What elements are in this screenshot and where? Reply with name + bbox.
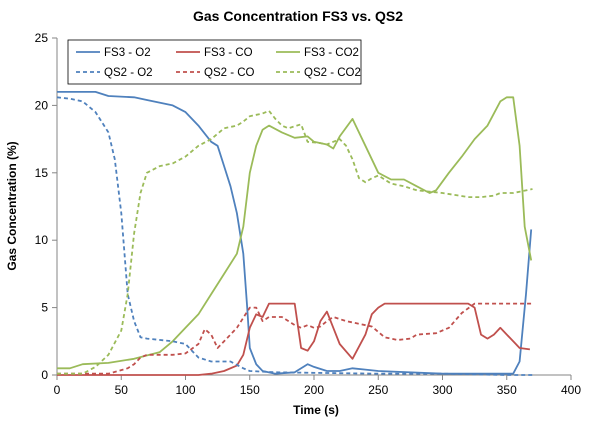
series-line-qs2-co2 bbox=[57, 109, 533, 375]
chart-title: Gas Concentration FS3 vs. QS2 bbox=[193, 8, 403, 24]
y-axis-title: Gas Concentration (%) bbox=[5, 141, 19, 270]
series-lines bbox=[56, 91, 533, 376]
y-tick-label: 25 bbox=[35, 31, 49, 45]
x-tick-label: 50 bbox=[115, 383, 129, 397]
y-tick-label: 0 bbox=[41, 368, 48, 382]
series-line-qs2-o2 bbox=[56, 96, 533, 376]
y-tick-label: 15 bbox=[35, 166, 49, 180]
legend-label-fs3-co2: FS3 - CO2 bbox=[304, 47, 359, 59]
legend-box bbox=[67, 39, 362, 85]
x-tick-label: 100 bbox=[175, 383, 195, 397]
legend: FS3 - O2 FS3 - CO FS3 - CO2 QS2 - O2 QS2 - C… bbox=[67, 39, 362, 85]
y-tick-label: 20 bbox=[35, 98, 49, 112]
x-tick-label: 300 bbox=[432, 383, 452, 397]
series-line-fs3-o2 bbox=[57, 91, 533, 375]
x-axis-title: Time (s) bbox=[293, 403, 339, 417]
plot-area: 0 5 10 15 20 25 0 50 100 150 200 250 300 350 400 bbox=[35, 31, 582, 397]
x-tick-label: 400 bbox=[561, 383, 581, 397]
y-tick-label: 10 bbox=[35, 233, 49, 247]
x-axis-ticks: 0 50 100 150 200 250 300 350 400 bbox=[54, 375, 581, 397]
x-tick-label: 350 bbox=[497, 383, 517, 397]
legend-label-fs3-o2: FS3 - O2 bbox=[104, 47, 151, 59]
legend-label-qs2-o2: QS2 - O2 bbox=[104, 67, 153, 79]
legend-label-fs3-co: FS3 - CO bbox=[204, 47, 253, 59]
series-line-fs3-co bbox=[57, 302, 531, 376]
x-tick-label: 250 bbox=[368, 383, 388, 397]
y-tick-label: 5 bbox=[41, 301, 48, 315]
x-tick-label: 0 bbox=[54, 383, 61, 397]
legend-label-qs2-co2: QS2 - CO2 bbox=[304, 67, 361, 79]
y-axis-ticks: 0 5 10 15 20 25 bbox=[35, 31, 57, 382]
series-line-fs3-co2 bbox=[57, 96, 533, 370]
series-line-qs2-co bbox=[57, 302, 533, 375]
x-tick-label: 150 bbox=[240, 383, 260, 397]
x-tick-label: 200 bbox=[304, 383, 324, 397]
legend-label-qs2-co: QS2 - CO bbox=[204, 67, 255, 79]
